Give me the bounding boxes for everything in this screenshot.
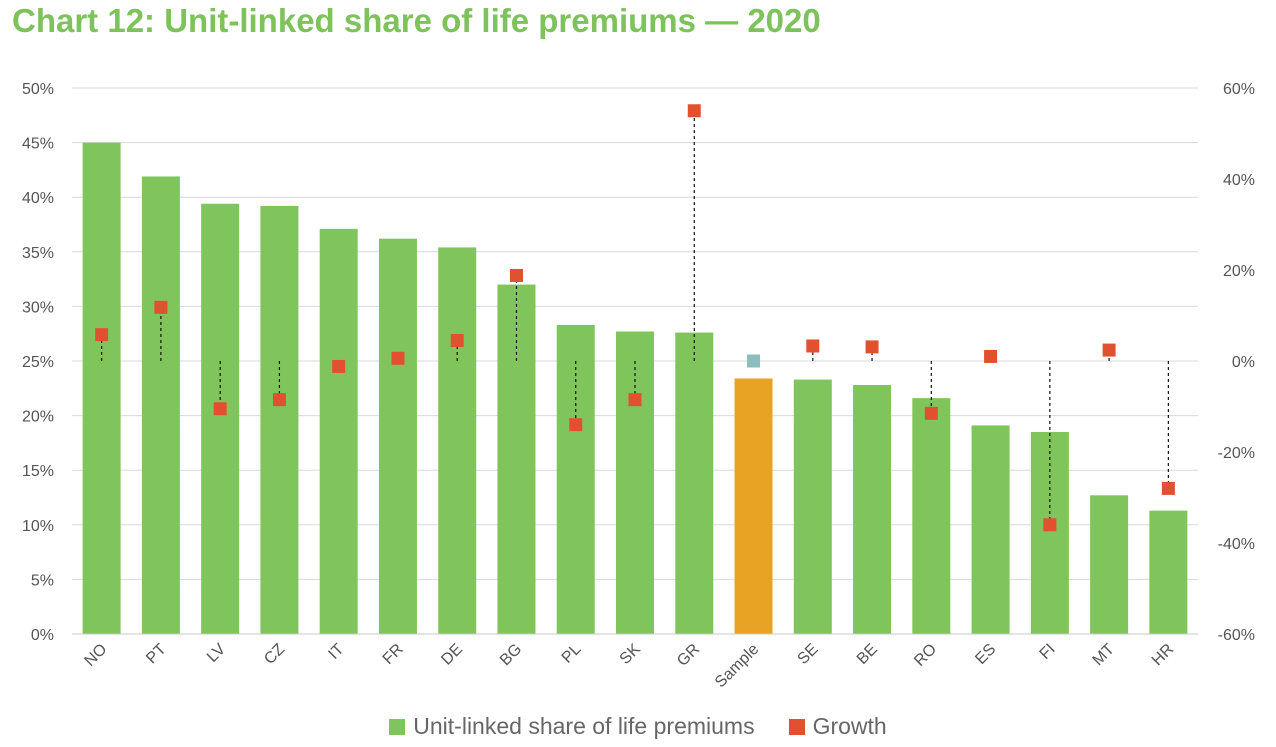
bar-sk xyxy=(616,331,654,634)
bar-be xyxy=(853,385,892,634)
legend-swatch-growth xyxy=(788,718,805,735)
x-label-lv: LV xyxy=(204,641,229,666)
x-label-mt: MT xyxy=(1090,641,1119,670)
x-label-gr: GR xyxy=(674,641,703,670)
right-axis: -60% -40% -20% 0% 20% 40% 60% xyxy=(1218,81,1255,644)
x-label-it: IT xyxy=(325,641,347,663)
bar-cz xyxy=(260,205,299,634)
growth-marker-no xyxy=(95,328,109,342)
x-label-hr: HR xyxy=(1149,641,1177,669)
right-tick-label: 60% xyxy=(1223,81,1255,98)
x-label-es: ES xyxy=(972,641,999,668)
bar-es xyxy=(971,425,1010,634)
chart-title: Chart 12: Unit-linked share of life prem… xyxy=(12,2,821,39)
growth-marker-hr xyxy=(1161,481,1175,495)
growth-marker-es xyxy=(984,349,998,363)
x-label-sample: Sample xyxy=(712,641,762,691)
bar-it xyxy=(319,228,358,635)
x-label-no: NO xyxy=(81,641,110,670)
bar-hr xyxy=(1149,510,1188,634)
growth-marker-gr xyxy=(687,104,701,118)
growth-markers xyxy=(95,104,1175,532)
bar-no xyxy=(82,142,121,634)
bar-de xyxy=(438,247,477,634)
x-label-se: SE xyxy=(795,641,822,668)
x-label-fr: FR xyxy=(380,641,407,668)
legend-label-growth: Growth xyxy=(812,713,887,739)
bar-fr xyxy=(378,238,417,635)
left-tick-label: 25% xyxy=(22,354,54,371)
growth-marker-fi xyxy=(1043,518,1057,532)
growth-marker-sk xyxy=(628,393,642,407)
right-tick-label: -60% xyxy=(1218,627,1255,644)
growth-marker-be xyxy=(865,340,879,354)
right-tick-label: 0% xyxy=(1232,354,1255,371)
left-tick-label: 50% xyxy=(22,81,54,98)
right-tick-label: 40% xyxy=(1223,172,1255,189)
bar-sample xyxy=(734,378,773,634)
x-label-fi: FI xyxy=(1037,641,1059,663)
growth-marker-se xyxy=(806,339,820,353)
left-tick-label: 5% xyxy=(31,572,54,589)
left-axis: 0% 5% 10% 15% 20% 25% 30% 35% 40% 45% 50% xyxy=(22,81,54,644)
growth-marker-mt xyxy=(1102,343,1116,357)
x-label-pl: PL xyxy=(559,641,585,667)
x-label-bg: BG xyxy=(497,641,525,669)
growth-marker-pl xyxy=(569,418,583,432)
legend-item-growth: Growth xyxy=(788,713,887,740)
growth-marker-de xyxy=(450,334,464,348)
bar-fi xyxy=(1030,431,1069,634)
left-tick-label: 45% xyxy=(22,136,54,153)
bar-pl xyxy=(556,324,595,634)
bar-ro xyxy=(912,398,951,634)
x-label-de: DE xyxy=(438,641,466,669)
bar-gr xyxy=(675,332,714,634)
growth-marker-bg xyxy=(509,268,523,282)
left-tick-label: 30% xyxy=(22,299,54,316)
legend: Unit-linked share of life premiums Growt… xyxy=(0,713,1276,740)
growth-marker-fr xyxy=(391,351,405,365)
growth-marker-ro xyxy=(924,406,938,420)
bar-se xyxy=(793,379,832,634)
right-tick-label: -40% xyxy=(1218,536,1255,553)
bars xyxy=(82,142,1188,635)
right-tick-label: 20% xyxy=(1223,263,1255,280)
legend-item-share: Unit-linked share of life premiums xyxy=(389,713,755,740)
legend-swatch-share xyxy=(389,718,406,735)
growth-marker-cz xyxy=(272,393,286,407)
bar-mt xyxy=(1090,495,1129,634)
bar-lv xyxy=(201,203,240,634)
growth-marker-sample xyxy=(747,354,761,368)
x-label-pt: PT xyxy=(143,641,170,668)
legend-label-share: Unit-linked share of life premiums xyxy=(413,713,755,739)
growth-marker-pt xyxy=(154,300,168,314)
growth-marker-lv xyxy=(213,402,227,416)
bar-pt xyxy=(141,176,180,634)
left-tick-label: 40% xyxy=(22,190,54,207)
x-label-ro: RO xyxy=(911,641,940,670)
x-label-cz: CZ xyxy=(261,641,288,668)
left-tick-label: 0% xyxy=(31,627,54,644)
x-label-sk: SK xyxy=(617,641,644,668)
x-axis-labels: NO PT LV CZ IT FR DE BG PL SK GR Sample SE BE RO ES FI MT… xyxy=(81,641,1177,692)
left-tick-label: 35% xyxy=(22,245,54,262)
left-tick-label: 10% xyxy=(22,518,54,535)
growth-marker-it xyxy=(332,359,346,373)
right-tick-label: -20% xyxy=(1218,445,1255,462)
left-tick-label: 20% xyxy=(22,409,54,426)
left-tick-label: 15% xyxy=(22,463,54,480)
x-label-be: BE xyxy=(854,641,881,668)
